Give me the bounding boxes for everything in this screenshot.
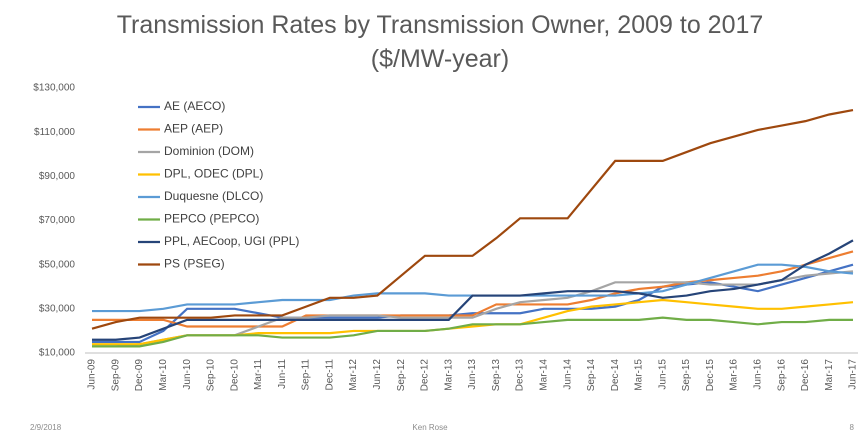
x-tick-label: Sep-10: [206, 359, 217, 392]
x-tick-label: Jun-14: [562, 359, 573, 390]
footer-date: 2/9/2018: [30, 423, 62, 432]
y-tick-label: $50,000: [39, 259, 76, 270]
x-tick-label: Dec-16: [800, 359, 811, 392]
series-line: [92, 316, 853, 348]
x-tick-label: Dec-14: [610, 359, 621, 392]
x-tick-label: Mar-15: [634, 359, 645, 391]
footer-page: 8: [850, 423, 855, 432]
x-tick-label: Sep-14: [586, 359, 597, 392]
x-tick-label: Mar-13: [443, 359, 454, 391]
x-tick-label: Mar-12: [348, 359, 359, 391]
legend-label: Duquesne (DLCO): [164, 189, 263, 203]
x-tick-label: Dec-12: [420, 359, 431, 392]
legend-label: PPL, AECoop, UGI (PPL): [164, 234, 299, 248]
y-tick-label: $90,000: [39, 171, 76, 182]
legend-label: Dominion (DOM): [164, 144, 254, 158]
x-tick-label: Jun-17: [848, 359, 859, 390]
x-tick-label: Mar-11: [253, 359, 264, 390]
x-tick-label: Dec-15: [705, 359, 716, 392]
x-tick-label: Dec-10: [229, 359, 240, 392]
x-tick-label: Jun-13: [467, 359, 478, 390]
legend-label: AE (AECO): [164, 99, 225, 113]
x-tick-label: Dec-09: [134, 359, 145, 392]
x-tick-label: Dec-13: [515, 359, 526, 392]
x-tick-label: Sep-15: [681, 359, 692, 392]
y-tick-label: $110,000: [34, 127, 75, 138]
x-tick-label: Jun-10: [182, 359, 193, 390]
x-tick-label: Sep-12: [396, 359, 407, 392]
x-tick-label: Jun-15: [657, 359, 668, 390]
series-line: [92, 239, 854, 341]
x-tick-label: Jun-12: [372, 359, 383, 390]
footer-author: Ken Rose: [412, 423, 448, 432]
x-tick-label: Sep-09: [110, 359, 121, 392]
x-tick-label: Sep-11: [301, 359, 312, 391]
y-tick-label: $10,000: [39, 348, 76, 359]
x-tick-label: Jun-09: [87, 359, 98, 390]
x-tick-label: Jun-16: [753, 359, 764, 390]
series-line: [92, 250, 854, 328]
legend-label: AEP (AEP): [164, 122, 223, 136]
legend-label: PEPCO (PEPCO): [164, 212, 259, 226]
series-line: [92, 263, 854, 344]
x-tick-label: Jun-11: [277, 359, 288, 389]
series-line: [91, 109, 854, 330]
y-tick-label: $30,000: [39, 303, 76, 314]
legend-label: PS (PSEG): [164, 257, 225, 271]
legend-label: DPL, ODEC (DPL): [164, 167, 263, 181]
x-tick-label: Mar-10: [158, 359, 169, 391]
x-tick-label: Mar-14: [538, 359, 549, 391]
x-tick-label: Sep-13: [491, 359, 502, 392]
x-tick-label: Sep-16: [776, 359, 787, 392]
x-tick-label: Mar-17: [824, 359, 835, 391]
y-tick-label: $70,000: [39, 215, 76, 226]
x-tick-label: Dec-11: [324, 359, 335, 391]
chart-title: Transmission Rates by Transmission Owner…: [116, 11, 764, 73]
y-tick-label: $130,000: [33, 83, 75, 94]
x-tick-label: Mar-16: [729, 359, 740, 391]
